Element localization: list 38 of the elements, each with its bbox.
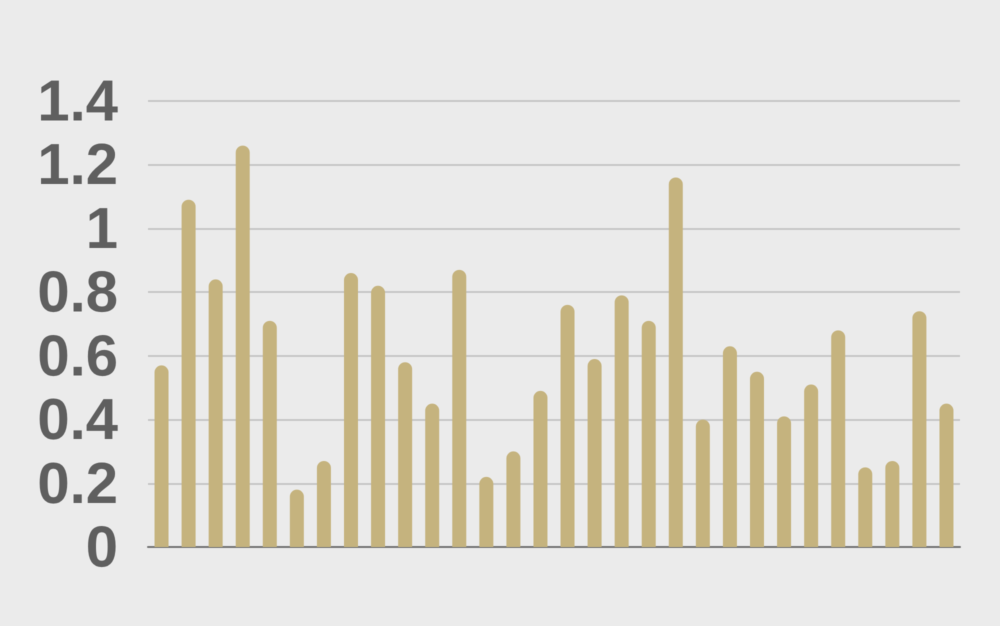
bar (912, 311, 926, 547)
bar (344, 273, 358, 547)
bar (154, 365, 169, 547)
y-tick-label: 1.2 (37, 132, 118, 198)
bar (290, 490, 304, 547)
y-tick-label: 0.2 (37, 450, 118, 516)
y-tick-label: 0.6 (37, 323, 118, 388)
bar (804, 384, 818, 547)
bar (398, 362, 412, 547)
bar (722, 346, 737, 547)
bar (506, 451, 520, 547)
bar (885, 460, 900, 547)
bar (560, 304, 575, 547)
bar (236, 146, 250, 547)
bar (316, 460, 331, 547)
bar (777, 416, 792, 547)
bar (588, 359, 602, 547)
bar (533, 390, 548, 547)
bar (939, 404, 954, 547)
y-tick-label: 0.4 (37, 387, 118, 452)
bar (668, 177, 683, 547)
bar (371, 286, 386, 547)
bar (642, 320, 656, 547)
bar (750, 372, 764, 547)
bar (262, 320, 277, 547)
bar (425, 404, 440, 547)
bar (479, 476, 494, 547)
y-tick-label: 1 (86, 196, 118, 261)
bar (614, 295, 629, 547)
bar (208, 279, 223, 547)
y-tick-label: 1.4 (37, 68, 118, 134)
bar (182, 200, 196, 547)
bar (831, 330, 846, 547)
bar (858, 467, 872, 547)
y-tick-label: 0 (86, 514, 118, 580)
bar (452, 270, 466, 547)
bar (696, 420, 710, 547)
y-tick-label: 0.8 (37, 260, 118, 325)
